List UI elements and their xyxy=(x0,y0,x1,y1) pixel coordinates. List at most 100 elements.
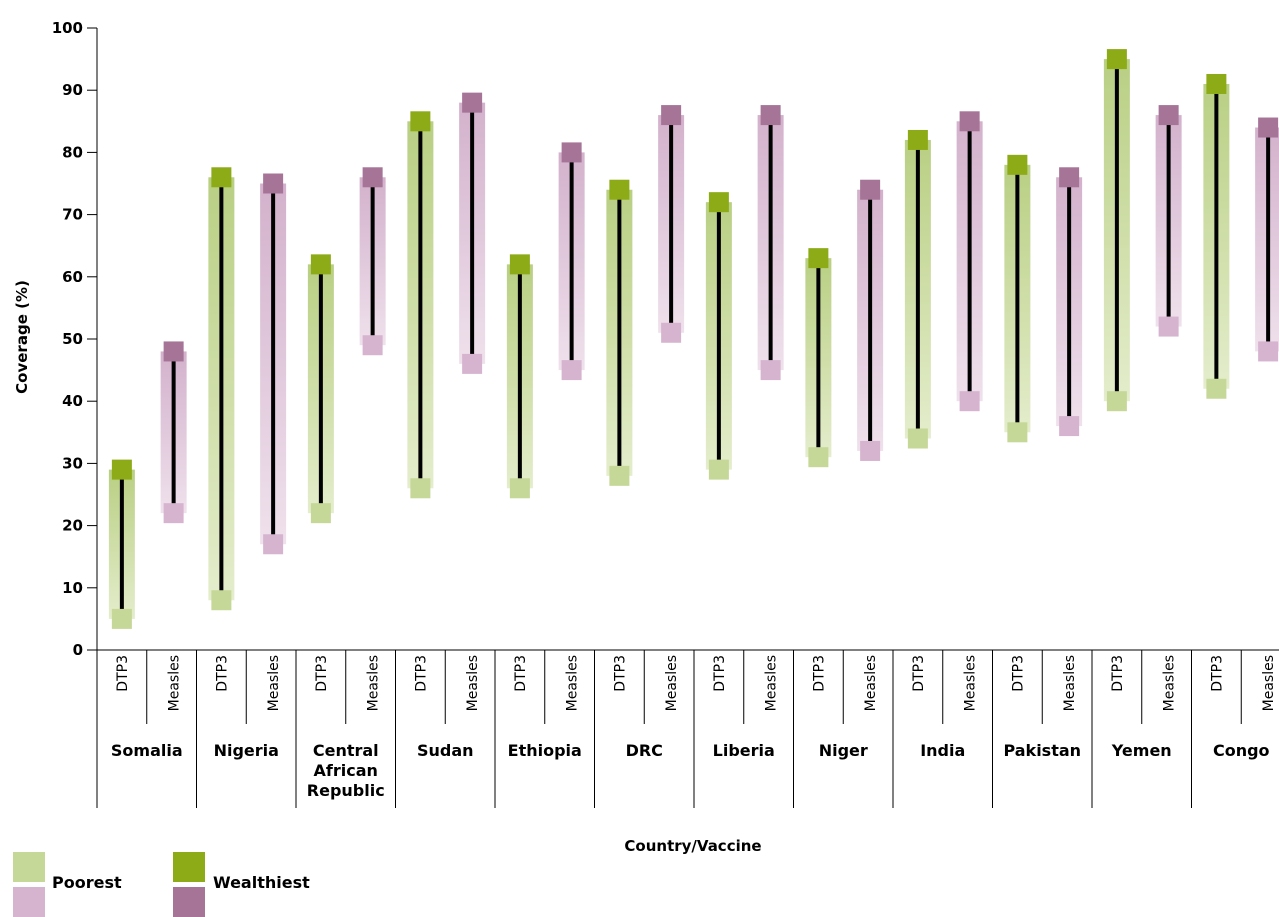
x-axis-title: Country/Vaccine xyxy=(624,837,761,855)
vaccine-label-measles: Measles xyxy=(664,655,680,711)
dtp3-poorest-marker xyxy=(111,608,132,629)
vaccine-label-measles: Measles xyxy=(963,655,979,711)
dtp3-wealthiest-marker xyxy=(907,129,928,150)
measles-wealthiest-marker xyxy=(1059,167,1080,188)
dtp3-poorest-marker xyxy=(211,590,232,611)
vaccine-label-measles: Measles xyxy=(266,655,282,711)
country-label: India xyxy=(920,741,965,760)
country-label: Pakistan xyxy=(1003,741,1081,760)
country-label: African xyxy=(314,761,378,780)
dtp3-poorest-marker xyxy=(410,478,431,499)
dtp3-wealthiest-marker xyxy=(609,179,630,200)
x-axis: Somalia DTP3 Measles Nigeria DTP3 Measles Cent… xyxy=(96,649,1279,808)
country-label: Yemen xyxy=(1111,741,1172,760)
measles-wealthiest-marker xyxy=(362,167,383,188)
dtp3-wealthiest-marker xyxy=(211,167,232,188)
y-tick-label-30: 30 xyxy=(62,454,83,472)
legend-swatch-dtp3-poorest xyxy=(13,852,45,882)
vaccine-label-dtp3: DTP3 xyxy=(1010,655,1026,692)
measles-wealthiest-marker xyxy=(561,142,582,163)
measles-poorest-marker xyxy=(661,322,682,343)
y-axis-title: Coverage (%) xyxy=(13,280,31,394)
y-tick-label-20: 20 xyxy=(62,517,83,535)
y-tick-label-60: 60 xyxy=(62,268,83,286)
measles-wealthiest-marker xyxy=(661,105,682,126)
dtp3-poorest-marker xyxy=(1106,391,1127,412)
country-label: Ethiopia xyxy=(508,741,582,760)
vaccine-label-measles: Measles xyxy=(565,655,581,711)
measles-poorest-marker xyxy=(1258,341,1279,362)
dtp3-poorest-marker xyxy=(509,478,530,499)
measles-wealthiest-marker xyxy=(860,179,881,200)
vaccine-label-dtp3: DTP3 xyxy=(314,655,330,692)
dtp3-poorest-marker xyxy=(609,465,630,486)
vaccine-label-dtp3: DTP3 xyxy=(214,655,230,692)
vaccine-label-dtp3: DTP3 xyxy=(612,655,628,692)
vaccine-label-dtp3: DTP3 xyxy=(1209,655,1225,692)
country-label: Congo xyxy=(1213,741,1270,760)
dtp3-wealthiest-marker xyxy=(1007,154,1028,175)
y-tick-label-0: 0 xyxy=(73,641,83,659)
country-label: Niger xyxy=(819,741,868,760)
country-label: Somalia xyxy=(111,741,183,760)
measles-poorest-marker xyxy=(1158,316,1179,337)
y-tick-label-40: 40 xyxy=(62,392,83,410)
y-axis: 0 10 20 30 40 50 60 70 80 90 100 xyxy=(52,19,98,659)
measles-poorest-marker xyxy=(561,360,582,381)
dtp3-poorest-marker xyxy=(310,503,331,524)
dtp3-wealthiest-marker xyxy=(410,111,431,132)
measles-poorest-marker xyxy=(462,353,483,374)
vaccine-label-measles: Measles xyxy=(1162,655,1178,711)
y-tick-label-50: 50 xyxy=(62,330,83,348)
measles-poorest-marker xyxy=(959,391,980,412)
vaccine-label-measles: Measles xyxy=(1062,655,1078,711)
country-label: Republic xyxy=(307,781,385,800)
dtp3-poorest-marker xyxy=(708,459,729,480)
vaccine-label-measles: Measles xyxy=(764,655,780,711)
measles-wealthiest-marker xyxy=(462,92,483,113)
measles-poorest-marker xyxy=(760,360,781,381)
measles-poorest-marker xyxy=(860,440,881,461)
vaccine-label-dtp3: DTP3 xyxy=(712,655,728,692)
measles-wealthiest-marker xyxy=(263,173,284,194)
vaccine-label-dtp3: DTP3 xyxy=(911,655,927,692)
dtp3-poorest-marker xyxy=(808,447,829,468)
country-label: Central xyxy=(313,741,379,760)
y-tick-label-80: 80 xyxy=(62,143,83,161)
measles-poorest-marker xyxy=(263,534,284,555)
vaccine-label-dtp3: DTP3 xyxy=(1110,655,1126,692)
dtp3-wealthiest-marker xyxy=(310,254,331,275)
dtp3-wealthiest-marker xyxy=(111,459,132,480)
dtp3-wealthiest-marker xyxy=(509,254,530,275)
dtp3-wealthiest-marker xyxy=(1206,73,1227,94)
legend-label-wealthiest: Wealthiest xyxy=(213,873,310,892)
vaccine-label-dtp3: DTP3 xyxy=(413,655,429,692)
measles-wealthiest-marker xyxy=(1258,117,1279,138)
measles-wealthiest-marker xyxy=(760,105,781,126)
y-tick-label-10: 10 xyxy=(62,579,83,597)
legend: Poorest Wealthiest xyxy=(13,852,310,917)
legend-swatch-dtp3-wealthiest xyxy=(173,852,205,882)
measles-poorest-marker xyxy=(1059,416,1080,437)
vaccine-label-dtp3: DTP3 xyxy=(811,655,827,692)
vaccine-label-measles: Measles xyxy=(366,655,382,711)
y-tick-label-90: 90 xyxy=(62,81,83,99)
measles-poorest-marker xyxy=(163,503,184,524)
dtp3-wealthiest-marker xyxy=(808,248,829,269)
dtp3-poorest-marker xyxy=(907,428,928,449)
measles-wealthiest-marker xyxy=(1158,105,1179,126)
dtp3-poorest-marker xyxy=(1206,378,1227,399)
vaccine-label-dtp3: DTP3 xyxy=(115,655,131,692)
country-label: Liberia xyxy=(713,741,775,760)
vaccine-label-measles: Measles xyxy=(863,655,879,711)
y-tick-label-70: 70 xyxy=(62,206,83,224)
vaccine-label-measles: Measles xyxy=(1261,655,1277,711)
measles-wealthiest-marker xyxy=(959,111,980,132)
y-tick-label-100: 100 xyxy=(52,19,83,37)
measles-wealthiest-marker xyxy=(163,341,184,362)
country-label: Sudan xyxy=(417,741,474,760)
country-label: Nigeria xyxy=(214,741,279,760)
country-label: DRC xyxy=(626,741,663,760)
legend-label-poorest: Poorest xyxy=(52,873,122,892)
measles-poorest-marker xyxy=(362,335,383,356)
